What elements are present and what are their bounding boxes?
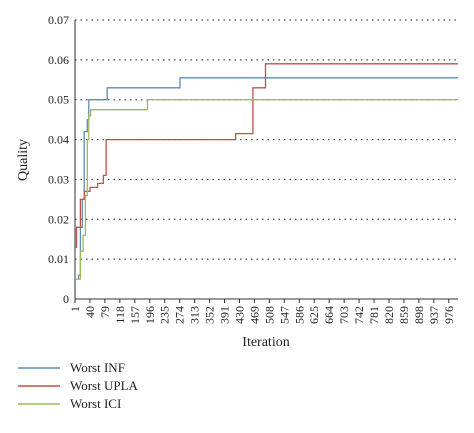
x-tick-label: 391 [218,306,232,324]
x-tick-label: 196 [143,306,157,324]
y-tick-label: 0.04 [48,133,69,147]
y-ticks: 0 0.01 0.02 0.03 0.04 0.05 0.06 0.07 [48,13,69,306]
x-tick-label: 664 [322,306,336,324]
series-lines [75,63,458,280]
x-tick-label: 703 [337,306,351,324]
y-tick-label: 0.06 [48,53,69,67]
x-tick-label: 274 [173,306,187,324]
x-tick-label: 976 [442,306,456,324]
series-line [75,63,458,248]
x-tick-label: 313 [188,306,202,324]
x-tick-label: 430 [232,306,246,324]
y-tick-label: 0.02 [48,212,69,226]
x-tick-label: 40 [83,306,97,318]
x-tick-label: 820 [382,306,396,324]
y-tick-label: 0.07 [48,13,69,27]
x-tick-label: 469 [247,306,261,324]
x-tick-label: 1 [68,306,82,312]
x-tick-label: 898 [412,306,426,324]
x-tick-label: 235 [158,306,172,324]
legend: Worst INF Worst UPLA Worst ICI [18,360,139,411]
x-ticks: 1 40 79 118 157 196 235 274 313 352 391 430 469 508 54… [68,299,456,324]
axes [74,20,458,300]
x-tick-label: 586 [292,306,306,324]
x-tick-label: 547 [277,306,291,324]
y-tick-label: 0.03 [48,172,69,186]
legend-label: Worst UPLA [70,378,139,393]
legend-label: Worst ICI [70,396,121,411]
y-axis-label: Quality [16,139,31,181]
x-tick-label: 352 [203,306,217,324]
x-tick-label: 157 [128,306,142,324]
series-line [75,77,458,280]
y-tick-label: 0.05 [48,93,69,107]
x-tick-label: 859 [397,306,411,324]
y-tick-label: 0.01 [48,252,69,266]
x-tick-label: 118 [113,306,127,324]
y-tick-label: 0 [63,292,69,306]
x-tick-label: 781 [367,306,381,324]
x-tick-label: 625 [307,306,321,324]
x-axis-label: Iteration [242,335,289,350]
legend-label: Worst INF [70,360,125,375]
series-line [75,99,458,280]
x-tick-label: 508 [262,306,276,324]
x-tick-label: 742 [352,306,366,324]
x-tick-label: 937 [427,306,441,324]
x-tick-label: 79 [98,306,112,318]
